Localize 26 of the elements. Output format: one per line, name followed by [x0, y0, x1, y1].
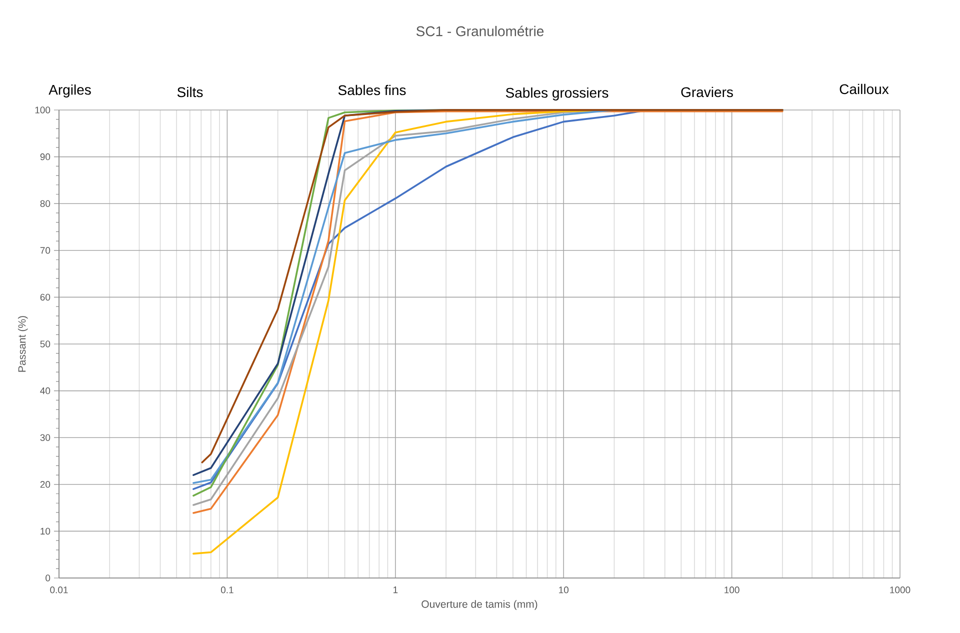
- chart-title: SC1 - Granulométrie: [416, 26, 544, 36]
- y-tick-label: 100: [35, 106, 50, 114]
- y-axis-title: Passant (%): [18, 316, 28, 372]
- text: Argiles: [48, 84, 91, 98]
- text: Graviers: [681, 86, 733, 98]
- y-tick-label: 80: [40, 200, 50, 207]
- y-tick-label: 30: [40, 434, 50, 441]
- y-tick-label: 20: [40, 481, 50, 488]
- y-tick-label: 50: [40, 340, 50, 348]
- text: Sables grossiers: [506, 87, 608, 101]
- y-tick-label: 60: [40, 294, 50, 301]
- y-tick-label: 40: [40, 387, 50, 394]
- x-tick-label: 10: [559, 586, 569, 594]
- text: Silts: [177, 86, 203, 98]
- x-tick-label: 100: [724, 586, 740, 594]
- x-tick-label: 0.01: [50, 586, 68, 594]
- y-tick-label: 0: [46, 574, 50, 582]
- x-tick-label: 1000: [890, 586, 910, 594]
- y-tick-label: 10: [40, 528, 50, 535]
- text: Cailloux: [840, 84, 889, 94]
- y-tick-label: 70: [40, 247, 50, 254]
- x-tick-label: 0.1: [220, 586, 234, 594]
- x-tick-label: 1: [393, 586, 398, 594]
- text: Sables fins: [338, 84, 406, 96]
- x-axis-title: Ouverture de tamis (mm): [422, 600, 538, 610]
- y-tick-label: 90: [40, 153, 50, 160]
